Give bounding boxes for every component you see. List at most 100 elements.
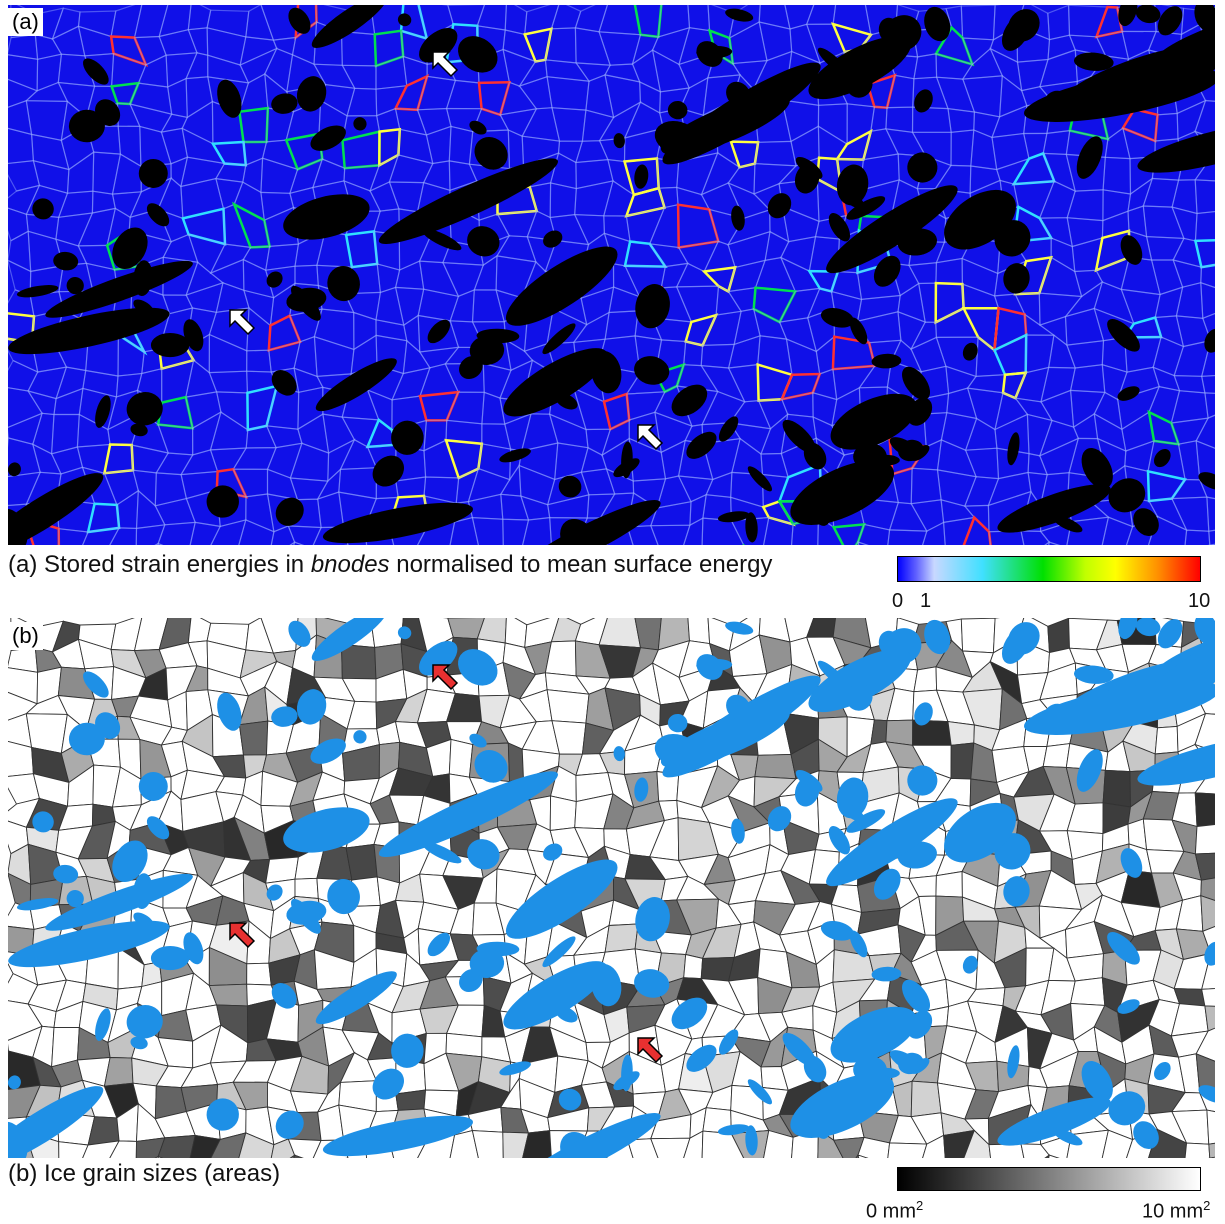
pore xyxy=(427,932,451,957)
grain-boundary xyxy=(528,182,552,219)
grain-boundary xyxy=(656,475,692,509)
grain-boundary xyxy=(1014,397,1054,422)
pore xyxy=(718,416,739,442)
grain-boundary xyxy=(780,413,817,455)
grain-boundary xyxy=(1154,286,1184,319)
pore xyxy=(696,41,723,67)
pore xyxy=(45,260,193,318)
grain-boundary xyxy=(297,413,330,454)
pore xyxy=(315,358,397,412)
grain-boundary xyxy=(831,522,866,545)
grain xyxy=(683,953,704,980)
pore xyxy=(747,466,773,492)
grain-boundary xyxy=(34,33,63,61)
grain xyxy=(157,1134,196,1158)
grain-boundary xyxy=(418,346,460,369)
pore xyxy=(1003,263,1030,294)
grain-boundary xyxy=(1040,389,1075,428)
grain-boundary xyxy=(322,413,356,454)
grain-boundary xyxy=(55,366,87,400)
pore xyxy=(790,1073,895,1138)
grain-boundary xyxy=(679,76,709,116)
grain-boundary xyxy=(1142,205,1185,240)
grain-boundary xyxy=(1025,334,1055,374)
grain-boundary xyxy=(449,516,479,545)
grain xyxy=(546,689,590,724)
pore xyxy=(505,246,618,326)
pore xyxy=(286,900,327,925)
pore xyxy=(95,395,111,428)
pore xyxy=(731,818,745,844)
grain-boundary xyxy=(1145,235,1185,261)
pore xyxy=(311,618,388,661)
grain-boundary xyxy=(1184,529,1211,545)
grain-boundary xyxy=(1194,210,1215,242)
grain-boundary xyxy=(1102,156,1132,195)
grain-boundary xyxy=(757,398,789,430)
pore xyxy=(427,319,451,344)
pore xyxy=(378,771,558,857)
pore xyxy=(871,966,902,982)
grain xyxy=(449,1130,479,1158)
grain-boundary xyxy=(162,294,194,315)
colorbar-tick: 10 mm2 xyxy=(1142,1198,1210,1224)
pore xyxy=(271,369,297,396)
grain-boundary xyxy=(1050,237,1076,273)
grain-boundary xyxy=(215,467,249,499)
grain-boundary xyxy=(1069,364,1106,394)
grain-boundary xyxy=(373,29,405,68)
grain-boundary xyxy=(574,62,612,82)
pore xyxy=(944,189,1016,250)
grain-boundary xyxy=(649,524,691,545)
grain-boundary xyxy=(654,411,693,454)
pore xyxy=(794,776,820,807)
grain-boundary xyxy=(728,5,761,40)
grain-boundary xyxy=(264,265,296,299)
pore xyxy=(1133,1121,1159,1149)
grain-boundary xyxy=(935,76,976,113)
grain-boundary xyxy=(728,422,772,455)
grain-boundary xyxy=(51,7,81,41)
grain-boundary xyxy=(388,154,434,184)
grain-boundary xyxy=(1194,179,1215,215)
grain-boundary xyxy=(449,288,475,323)
pore xyxy=(747,1079,773,1105)
grain-boundary xyxy=(400,29,428,66)
grain-boundary xyxy=(57,53,96,87)
pore xyxy=(914,89,933,113)
grain-boundary xyxy=(633,5,663,39)
pore xyxy=(474,136,508,170)
grain-boundary xyxy=(133,35,167,66)
grain xyxy=(294,877,319,899)
grain xyxy=(1194,852,1215,881)
grain-boundary xyxy=(548,413,589,449)
pore xyxy=(634,356,670,385)
grain-boundary xyxy=(1152,366,1181,392)
panel-label: (a) xyxy=(8,8,43,36)
grain-boundary xyxy=(581,109,615,142)
grain-boundary xyxy=(232,468,269,498)
grain-boundary xyxy=(1170,496,1210,532)
grain-boundary xyxy=(1016,58,1049,92)
pore xyxy=(873,868,901,900)
grain-boundary xyxy=(109,35,149,67)
grain-boundary xyxy=(521,107,561,142)
grain-boundary xyxy=(754,140,797,167)
grain-boundary xyxy=(58,528,89,545)
pore xyxy=(828,212,851,242)
grain xyxy=(910,1080,942,1118)
pore xyxy=(613,746,625,762)
grain-boundary xyxy=(289,442,330,482)
grain-boundary xyxy=(27,366,68,400)
grain-boundary xyxy=(764,230,790,262)
grain-boundary xyxy=(445,391,485,425)
grain-boundary xyxy=(185,52,209,80)
grain-boundary xyxy=(344,291,382,321)
grain-boundary xyxy=(973,111,1001,139)
pore xyxy=(391,420,424,455)
grain-boundary xyxy=(8,184,41,216)
caption: (b) Ice grain sizes (areas) xyxy=(8,1160,280,1188)
grain-boundary xyxy=(857,497,900,531)
tick-sup: 2 xyxy=(1203,1198,1211,1213)
pore xyxy=(183,319,204,352)
